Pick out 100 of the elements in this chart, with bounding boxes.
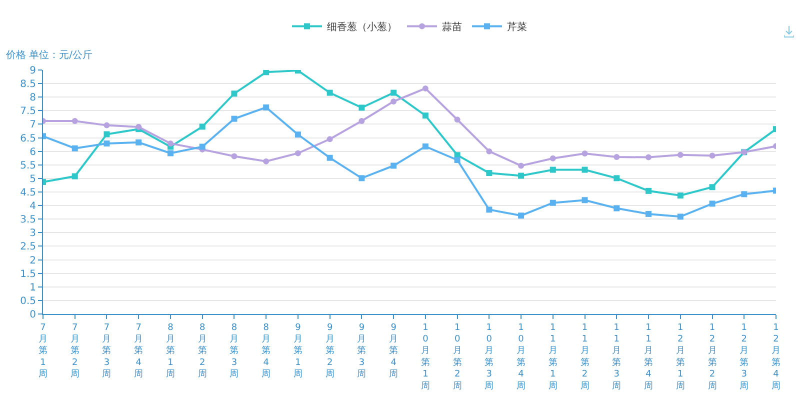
point <box>358 175 365 182</box>
point <box>167 140 174 146</box>
x-tick-label: 12月第2周 <box>708 322 717 392</box>
legend-label: 芹菜 <box>507 21 527 34</box>
point <box>263 158 270 164</box>
point <box>294 132 301 138</box>
x-tick-label: 8月第2周 <box>198 322 207 380</box>
y-tick-label: 5.5 <box>20 160 36 172</box>
x-tick-label: 10月第4周 <box>516 322 526 392</box>
point <box>199 144 206 150</box>
point <box>72 145 78 152</box>
point <box>294 150 301 156</box>
point <box>390 98 397 104</box>
y-tick-label: 1.5 <box>20 268 36 280</box>
point <box>614 154 620 160</box>
point <box>104 140 110 146</box>
x-tick-label: 10月第1周 <box>420 322 430 392</box>
y-tick-label: 5 <box>30 174 36 185</box>
point <box>390 162 397 169</box>
point <box>518 212 524 219</box>
point <box>518 172 524 179</box>
point <box>550 200 556 206</box>
x-tick-label: 11月第4周 <box>644 322 654 392</box>
point <box>199 124 206 130</box>
y-tick-label: 1 <box>30 282 36 294</box>
x-tick-label: 12月第3周 <box>740 322 749 392</box>
x-tick-label: 12月第1周 <box>676 322 685 392</box>
point <box>390 90 397 96</box>
x-tick-label: 9月第4周 <box>389 322 398 380</box>
point <box>582 150 588 156</box>
x-tick-label: 9月第1周 <box>293 322 302 380</box>
y-tick-label: 4 <box>30 201 36 212</box>
point <box>709 152 716 159</box>
y-axis-title: 价格 单位：元/公斤 <box>5 49 93 61</box>
point <box>358 118 365 124</box>
legend-label: 细香葱（小葱） <box>327 21 397 34</box>
x-tick-label: 7月第2周 <box>70 322 80 380</box>
point <box>677 152 684 158</box>
line-series <box>43 70 776 199</box>
point <box>263 104 270 110</box>
y-tick-label: 6 <box>30 146 36 158</box>
point <box>486 170 492 176</box>
x-tick-label: 11月第1周 <box>548 322 558 392</box>
point <box>326 136 333 142</box>
point <box>518 162 524 169</box>
point <box>263 70 270 76</box>
point <box>646 210 652 217</box>
point <box>454 157 460 164</box>
point <box>550 155 556 162</box>
x-tick-label: 7月第4周 <box>134 322 144 380</box>
point <box>709 184 716 190</box>
point <box>677 214 684 220</box>
point <box>231 90 238 97</box>
point <box>422 143 428 150</box>
y-tick-label: 8.5 <box>20 79 36 90</box>
x-tick-label: 8月第1周 <box>166 322 175 380</box>
x-tick-label: 10月第2周 <box>452 322 462 392</box>
point <box>486 148 492 154</box>
x-tick-label: 11月第2周 <box>580 322 590 392</box>
y-tick-label: 3.5 <box>20 214 36 226</box>
y-tick-label: 4.5 <box>20 188 36 198</box>
point <box>422 85 428 92</box>
point <box>104 122 110 128</box>
legend-label: 蒜苗 <box>442 21 462 34</box>
point <box>72 118 78 124</box>
y-tick-label: 3 <box>30 228 36 240</box>
x-tick-label: 9月第3周 <box>357 322 366 380</box>
point <box>326 154 333 161</box>
point <box>677 192 684 199</box>
x-tick-label: 7月第3周 <box>102 322 112 380</box>
x-tick-label: 10月第3周 <box>484 322 494 392</box>
point <box>72 173 78 180</box>
point <box>326 90 333 96</box>
x-tick-label: 11月第3周 <box>612 322 622 392</box>
point <box>486 206 492 213</box>
y-tick-label: 0.5 <box>20 296 36 307</box>
y-tick-label: 0 <box>30 310 36 320</box>
y-tick-label: 7 <box>30 120 36 131</box>
point <box>614 175 620 182</box>
point <box>741 191 748 198</box>
point <box>231 153 238 160</box>
y-tick-label: 8 <box>30 92 36 104</box>
y-tick-label: 7.5 <box>20 106 36 118</box>
point <box>231 116 238 122</box>
point <box>646 154 652 160</box>
point <box>582 166 588 173</box>
point <box>646 188 652 194</box>
point <box>454 116 460 123</box>
point <box>104 131 110 138</box>
x-tick-label: 8月第3周 <box>230 322 239 380</box>
x-tick-label: 12月第4周 <box>772 322 780 392</box>
point <box>136 139 142 146</box>
point <box>614 205 620 212</box>
point <box>136 124 142 130</box>
y-tick-label: 2.5 <box>20 242 36 253</box>
point <box>358 104 365 111</box>
x-tick-label: 7月第1周 <box>38 322 48 380</box>
y-tick-label: 2 <box>30 255 36 266</box>
point <box>550 166 556 173</box>
y-tick-label: 9 <box>30 66 36 76</box>
